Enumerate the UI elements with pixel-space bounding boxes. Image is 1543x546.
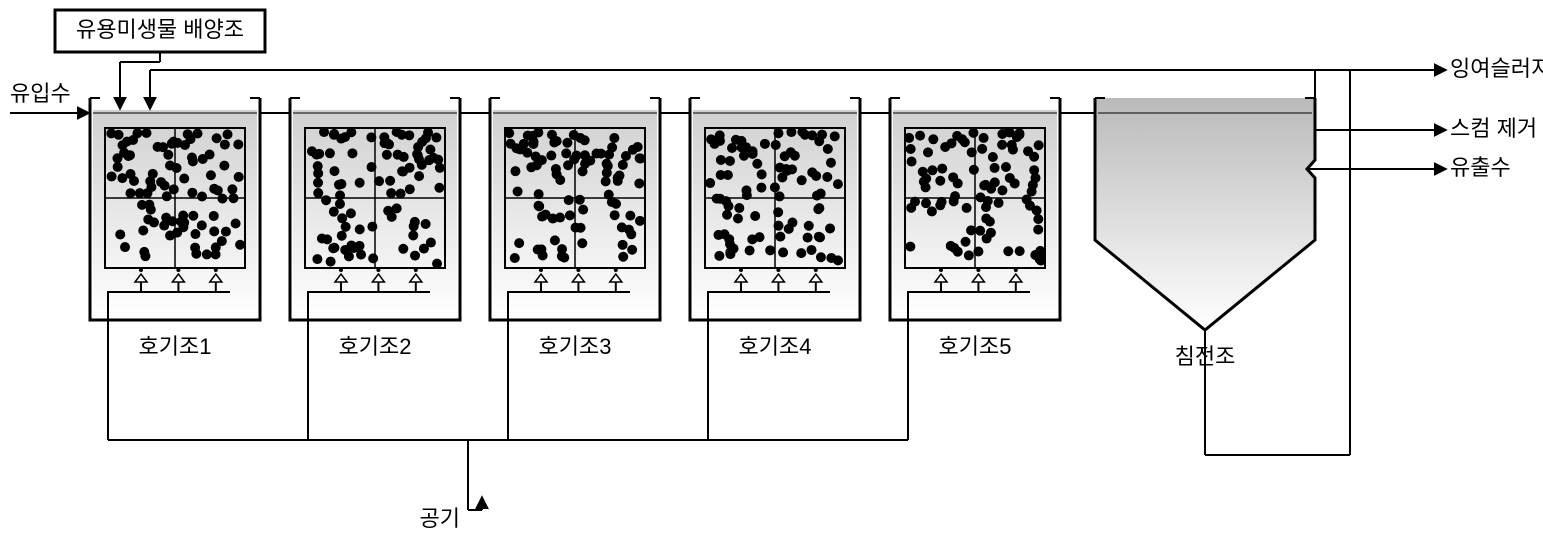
aerobic-tank-5-label: 호기조5 bbox=[939, 334, 1012, 359]
excess-sludge-label: 잉여슬러지 bbox=[1450, 56, 1543, 81]
effluent-label: 유출수 bbox=[1450, 155, 1511, 180]
influent-label: 유입수 bbox=[10, 81, 71, 106]
aerobic-tank-3-label: 호기조3 bbox=[539, 334, 612, 359]
process-diagram: 호기조1호기조2호기조3호기조4호기조5침전조잉여슬러지스컴 제거유출수유입수유… bbox=[0, 0, 1543, 546]
aerobic-tank-4-label: 호기조4 bbox=[739, 334, 812, 359]
air-label: 공기 bbox=[420, 506, 460, 531]
aerobic-tank-2-label: 호기조2 bbox=[339, 334, 412, 359]
clarifier-tank bbox=[1095, 98, 1315, 330]
scum-label: 스컴 제거 bbox=[1450, 116, 1537, 141]
aerobic-tank-1-label: 호기조1 bbox=[139, 334, 212, 359]
culture-tank-label: 유용미생물 배양조 bbox=[76, 17, 244, 42]
